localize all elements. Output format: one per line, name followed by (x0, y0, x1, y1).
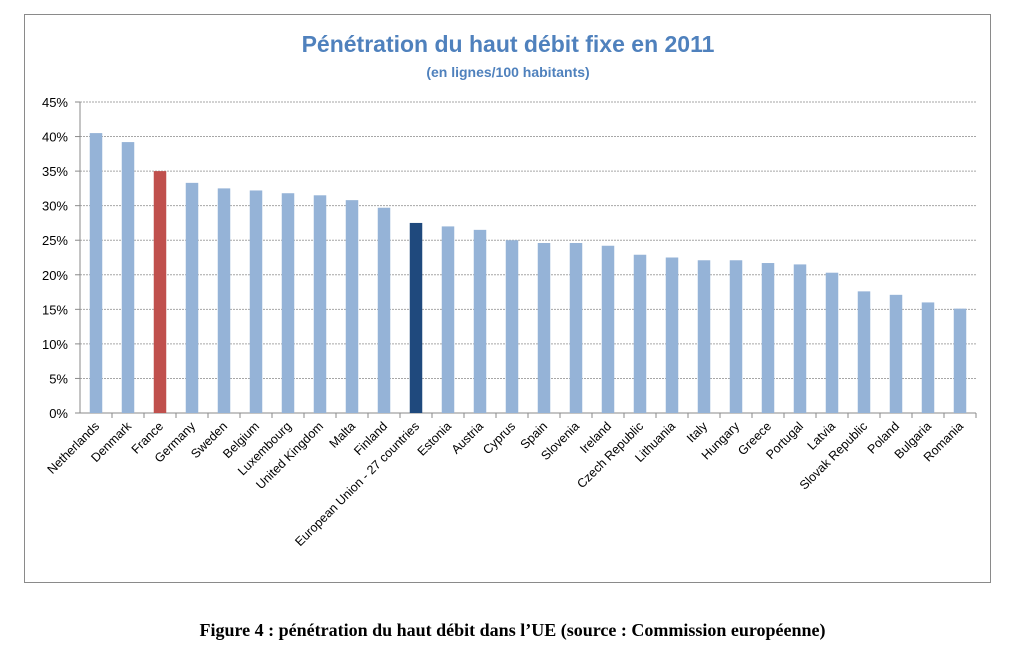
bar-italy (697, 260, 711, 413)
bar-netherlands (89, 133, 103, 413)
y-tick-label: 25% (42, 233, 68, 248)
bar-malta (345, 200, 359, 413)
bar-greece (761, 263, 775, 413)
chart-title: Pénétration du haut débit fixe en 2011 (302, 31, 715, 57)
y-tick-label: 20% (42, 268, 68, 283)
bar-austria (473, 229, 487, 413)
bar-germany (185, 182, 199, 413)
bar-lithuania (665, 257, 679, 413)
bar-united-kingdom (313, 195, 327, 413)
bar-france (153, 171, 167, 413)
y-tick-label: 35% (42, 164, 68, 179)
bar-sweden (217, 188, 231, 413)
bar-romania (953, 308, 967, 413)
y-tick-label: 45% (42, 95, 68, 110)
y-tick-label: 30% (42, 199, 68, 214)
bar-hungary (729, 260, 743, 413)
bar-denmark (121, 142, 135, 413)
y-tick-label: 5% (49, 371, 68, 386)
x-tick-label: Estonia (415, 419, 454, 458)
bar-slovak-republic (857, 291, 871, 413)
x-tick-label: Austria (449, 419, 486, 456)
bar-european-union-27-countries (409, 222, 423, 413)
y-tick-label: 0% (49, 406, 68, 421)
bar-belgium (249, 190, 263, 413)
bar-luxembourg (281, 193, 295, 413)
bar-finland (377, 207, 391, 413)
y-tick-label: 10% (42, 337, 68, 352)
bar-slovenia (569, 242, 583, 413)
x-tick-label: Italy (684, 419, 711, 446)
bar-ireland (601, 245, 615, 413)
bar-estonia (441, 226, 455, 413)
figure-caption: Figure 4 : pénétration du haut débit dan… (199, 620, 826, 640)
bar-poland (889, 294, 903, 413)
x-tick-label: Netherlands (45, 419, 103, 477)
y-tick-label: 40% (42, 130, 68, 145)
bar-czech-republic (633, 254, 647, 413)
bar-bulgaria (921, 302, 935, 413)
bar-portugal (793, 264, 807, 413)
bar-cyprus (505, 240, 519, 413)
bar-latvia (825, 272, 839, 413)
y-tick-label: 15% (42, 302, 68, 317)
chart-subtitle: (en lignes/100 habitants) (426, 64, 589, 80)
x-tick-label: Cyprus (480, 419, 518, 457)
chart-frame (24, 14, 991, 583)
bar-spain (537, 242, 551, 413)
bar-chart: Pénétration du haut débit fixe en 2011 (… (42, 31, 977, 549)
